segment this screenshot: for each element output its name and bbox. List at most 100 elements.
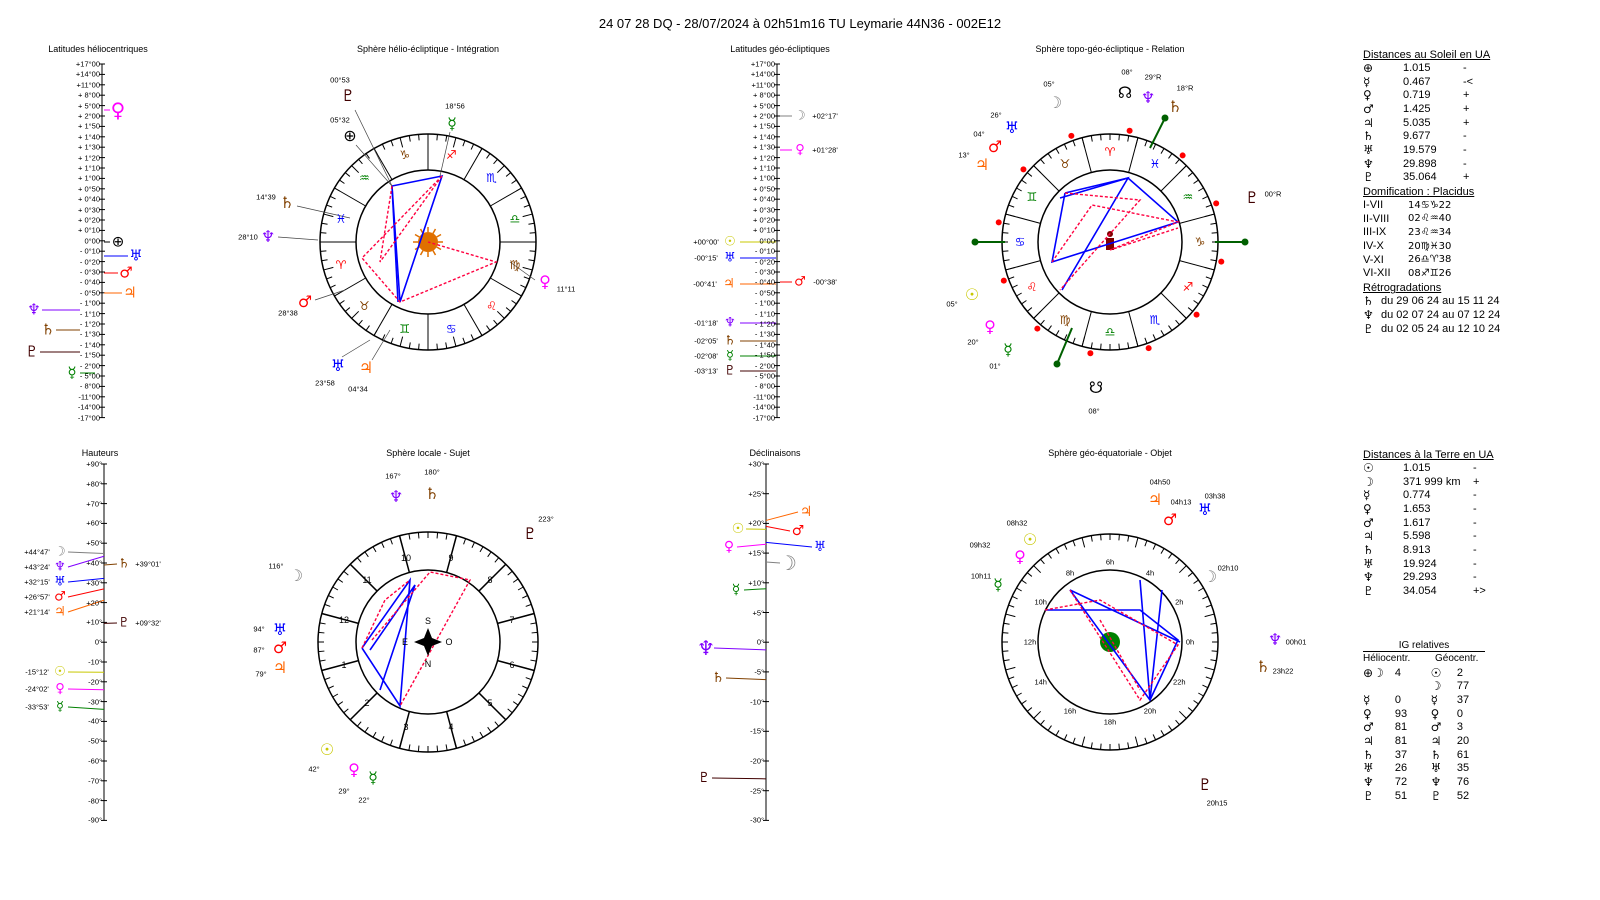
planet-glyph-icon: ♄ [279,193,295,212]
planet-glyph-icon: ♆ [1363,775,1374,790]
local-wheel-tick [364,726,369,733]
planet-glyph-icon: ☉ [1022,530,1038,549]
equat-degree-label: 08h32 [1006,518,1028,528]
topo-wheel-divider [1128,137,1139,173]
house-pair: II-VIII [1363,212,1390,225]
planet-glyph-icon: ♇ [1363,321,1374,336]
topo-wheel-tick [1193,179,1199,184]
equat-wheel-tick [1168,725,1173,731]
helio-wheel-tick [522,213,533,218]
planet-glyph-icon: ♀ [1363,706,1372,721]
planet-glyph-icon: ♃ [1363,529,1374,544]
zodiac-sign-icon: ♓ [335,211,347,226]
ig-geo-value: 77 [1456,680,1470,693]
local-wheel-tick [436,745,439,752]
equat-wheel-tick [1100,743,1102,750]
table-row: II-VIII 02♌♒40 [1363,212,1511,226]
helio-lat-scale-tick-label: +14°00 [75,69,100,79]
arrow-head-icon [1241,238,1249,246]
ig-table: IG relatives Héliocentr. Géocentr. ⊕☽ 4 ☉ 2 ☽… [1363,640,1485,803]
helio-wheel-tick [344,172,351,177]
equat-wheel-tick [1008,676,1015,680]
equat-aspect-red [1044,589,1180,702]
cusp-value: 23♌♒34 [1408,226,1452,238]
panel-title-helio-sphere: Sphère hélio-écliptique - Intégration [356,44,500,54]
height-leader [67,599,105,613]
planet-glyph-icon: ♀ [795,142,805,158]
topo-degree-label: 00°R [1264,189,1282,199]
equat-wheel-tick [1205,676,1212,680]
helio-degree-label: 11°11 [556,284,576,294]
house-cusp-dot [1020,166,1027,173]
helio-wheel-tick [339,300,345,305]
local-degree-label: 42° [308,764,320,774]
geo-lat-scale-tick-label: - 0°10 [754,246,775,256]
compass-west: O [445,637,453,647]
topo-wheel-tick [1055,330,1060,336]
topo-aspect-red [1051,204,1181,263]
table-row: ☽ 77 [1363,679,1485,693]
planet-glyph-icon: ♀ [984,317,996,336]
equat-wheel-tick [1090,535,1093,542]
panel-title-helio-latitudes: Latitudes héliocentriques [48,44,148,54]
planet-glyph-icon: ♀ [1014,547,1026,566]
distance-value: 1.617 [1403,516,1431,529]
zodiac-sign-icon: ♑ [1194,235,1206,249]
geo-lat-scale-tick-label: + 0°40 [753,194,775,204]
helio-wheel-divider [373,148,393,180]
equat-wheel-tick [1118,743,1120,750]
ig-geo-value: 35 [1456,762,1470,775]
equat-degree-label: 10h11 [970,571,992,581]
planet-glyph-icon: ♇ [1363,788,1374,803]
equat-wheel-tick [1016,587,1022,592]
trend-sign: + [1463,102,1470,115]
topo-wheel-divider [1160,292,1187,319]
zodiac-sign-icon: ♉ [1059,157,1071,172]
planet-glyph-icon: ♅ [724,250,736,266]
local-wheel-tick [364,551,369,558]
height-scale-tick-label: +90° [86,459,102,469]
equat-wheel-tick [1204,666,1215,671]
topo-wheel-tick [1144,337,1148,344]
table-row: ♆ du 02 07 24 au 07 12 24 [1363,308,1511,322]
planet-glyph-icon: ♂ [1363,101,1374,116]
ig-geo-value: 3 [1456,721,1463,734]
local-wheel-tick [471,736,475,742]
local-wheel-tick [531,650,538,653]
local-wheel-inner-ring [355,569,501,715]
local-wheel-tick [494,557,500,563]
topo-degree-label: 04° [973,129,985,139]
equat-wheel-tick [1011,595,1018,600]
helio-wheel-tick [339,179,345,184]
topo-wheel-tick [1008,276,1015,280]
planet-glyph-icon: ♇ [522,524,538,543]
equat-wheel-tick [1178,565,1187,574]
geo-lat-scale-tick-label: + 0°30 [753,205,775,215]
helio-wheel-tick [418,343,420,350]
distance-value: 8.913 [1403,543,1431,556]
equat-degree-label: 03h38 [1204,491,1226,501]
height-label: -33°53' [25,702,49,712]
planet-glyph-icon: ☽ [1430,679,1442,694]
helio-lat-scale-tick-label: -17°00 [77,413,100,423]
helio-lat-scale-tick-label: +11°00 [76,80,100,90]
planet-glyph-icon: ♂ [1430,720,1442,735]
helio-wheel-tick [445,135,448,142]
local-wheel-tick [381,542,385,548]
local-wheel-tick [525,603,532,607]
planet-glyph-icon: ♇ [1244,188,1260,207]
topo-wheel-tick [1100,343,1102,350]
planet-glyph-icon: ♆ [260,227,276,246]
helio-wheel-tick [486,153,491,159]
local-wheel-tick [522,595,528,599]
geo-lat-scale-tick-label: + 0°50 [753,184,775,194]
helio-lat-scale-tick-label: - 5°00 [79,371,100,381]
helio-wheel-tick [452,336,457,347]
helio-leader [296,205,351,219]
sun-distances-table: Distances au Soleil en UA ⊕ 1.015 - ☿ 0.467 -… [1363,47,1511,336]
equat-wheel-tick [1005,613,1016,618]
planet-glyph-icon: ☊ [1117,83,1133,102]
local-wheel-tick [389,739,393,746]
local-wheel-tick [332,693,339,698]
height-label: +09°32' [135,618,161,628]
